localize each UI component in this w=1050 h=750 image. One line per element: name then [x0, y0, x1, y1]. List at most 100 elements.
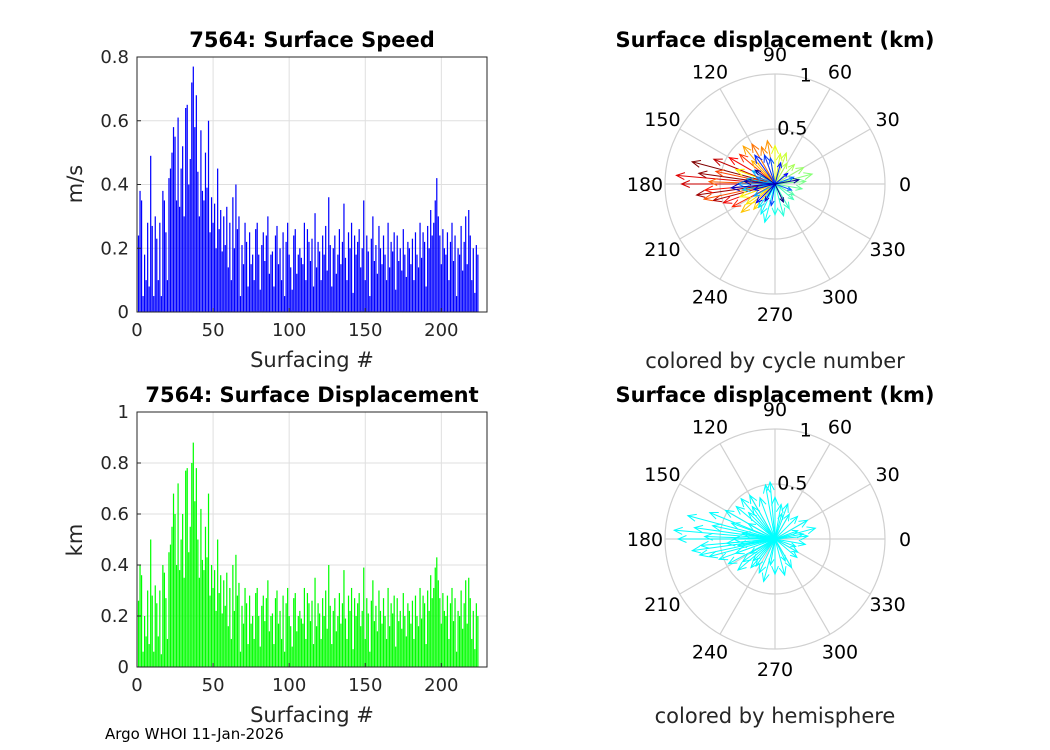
bar	[315, 267, 318, 312]
displacement-arrow	[768, 156, 776, 185]
bar	[209, 595, 211, 667]
bar	[220, 575, 222, 667]
bar	[385, 638, 388, 667]
arrow-shaft	[751, 143, 776, 185]
polar-spoke	[719, 538, 776, 635]
bar	[271, 251, 274, 312]
bar	[198, 216, 200, 312]
bar	[239, 651, 242, 667]
bar	[474, 292, 476, 312]
arrow-shaft	[751, 160, 776, 185]
bar	[306, 229, 309, 312]
x-tick-label: 0	[131, 320, 142, 341]
displacement-arrow	[771, 144, 779, 184]
angle-tick-label: 30	[875, 464, 899, 486]
displacement-arrow	[740, 497, 776, 540]
bar	[469, 598, 471, 667]
angle-tick-label: 0	[899, 174, 911, 196]
arrow-shaft	[758, 538, 776, 574]
bar	[361, 610, 363, 667]
arrow-head	[766, 480, 775, 491]
arrow-shaft	[774, 513, 790, 540]
arrow-shaft	[769, 481, 776, 540]
bar	[151, 595, 153, 667]
bar	[366, 598, 368, 667]
bar	[410, 264, 412, 312]
bar	[171, 152, 173, 312]
bar	[471, 280, 473, 312]
arrow-head	[734, 546, 745, 555]
bar	[253, 280, 255, 312]
bar	[159, 222, 161, 312]
bar	[337, 254, 339, 312]
bar	[329, 605, 331, 667]
y-tick-label: 0.2	[100, 238, 129, 259]
bar	[290, 267, 292, 312]
bar	[204, 526, 207, 667]
bar	[468, 210, 470, 312]
bar	[381, 623, 383, 667]
bar	[223, 216, 225, 312]
radial-tick-label: 0.5	[777, 118, 807, 140]
bar	[309, 621, 312, 667]
y-tick-label: 0.8	[100, 47, 129, 68]
bar	[194, 127, 196, 312]
bar	[320, 638, 322, 667]
bar	[372, 216, 374, 312]
bar	[277, 264, 280, 312]
bar	[206, 187, 208, 312]
bar	[218, 593, 220, 667]
bar	[163, 200, 165, 312]
arrow-head	[787, 193, 795, 201]
arrow-shaft	[774, 538, 786, 576]
bar	[375, 245, 377, 312]
bar	[210, 565, 213, 667]
bar	[144, 616, 146, 667]
bar	[373, 261, 375, 312]
bar	[183, 577, 185, 667]
bar	[224, 605, 226, 667]
arrow-shaft	[764, 183, 776, 202]
angle-tick-label: 240	[692, 642, 728, 664]
bar	[172, 127, 175, 312]
bar	[265, 235, 267, 312]
displacement-arrow	[774, 519, 809, 540]
bar	[179, 206, 181, 312]
bar	[195, 468, 197, 667]
arrow-shaft	[774, 167, 804, 185]
bar	[221, 251, 223, 312]
bar	[425, 286, 427, 312]
arrow-head	[778, 566, 787, 577]
displacement-arrow	[774, 183, 795, 201]
bar	[229, 222, 231, 312]
arrow-head	[749, 547, 758, 554]
bar	[465, 216, 467, 312]
displacement-arrow	[774, 538, 786, 563]
bar	[160, 654, 162, 667]
bar	[338, 229, 340, 312]
arrow-head	[751, 505, 761, 516]
displacement-arrow	[774, 529, 799, 540]
bar	[379, 248, 382, 312]
bar	[165, 598, 167, 667]
radial-tick-label: 1	[800, 64, 812, 86]
angle-tick-label: 210	[644, 594, 680, 616]
displacement-arrow	[754, 154, 776, 185]
displacement-arrow	[774, 172, 789, 185]
bar	[439, 235, 441, 312]
bar	[250, 623, 252, 667]
bar	[314, 577, 316, 667]
bar	[218, 229, 220, 312]
bar	[148, 644, 150, 667]
displacement-arrow	[752, 538, 776, 562]
bar	[154, 216, 156, 312]
bar	[273, 286, 275, 312]
bar	[340, 264, 342, 312]
arrow-head	[787, 163, 796, 172]
bar	[408, 248, 410, 312]
bar	[252, 616, 254, 667]
bar	[144, 254, 146, 312]
arrow-head	[752, 190, 761, 197]
bar	[140, 575, 143, 667]
arrow-shaft	[774, 183, 794, 200]
